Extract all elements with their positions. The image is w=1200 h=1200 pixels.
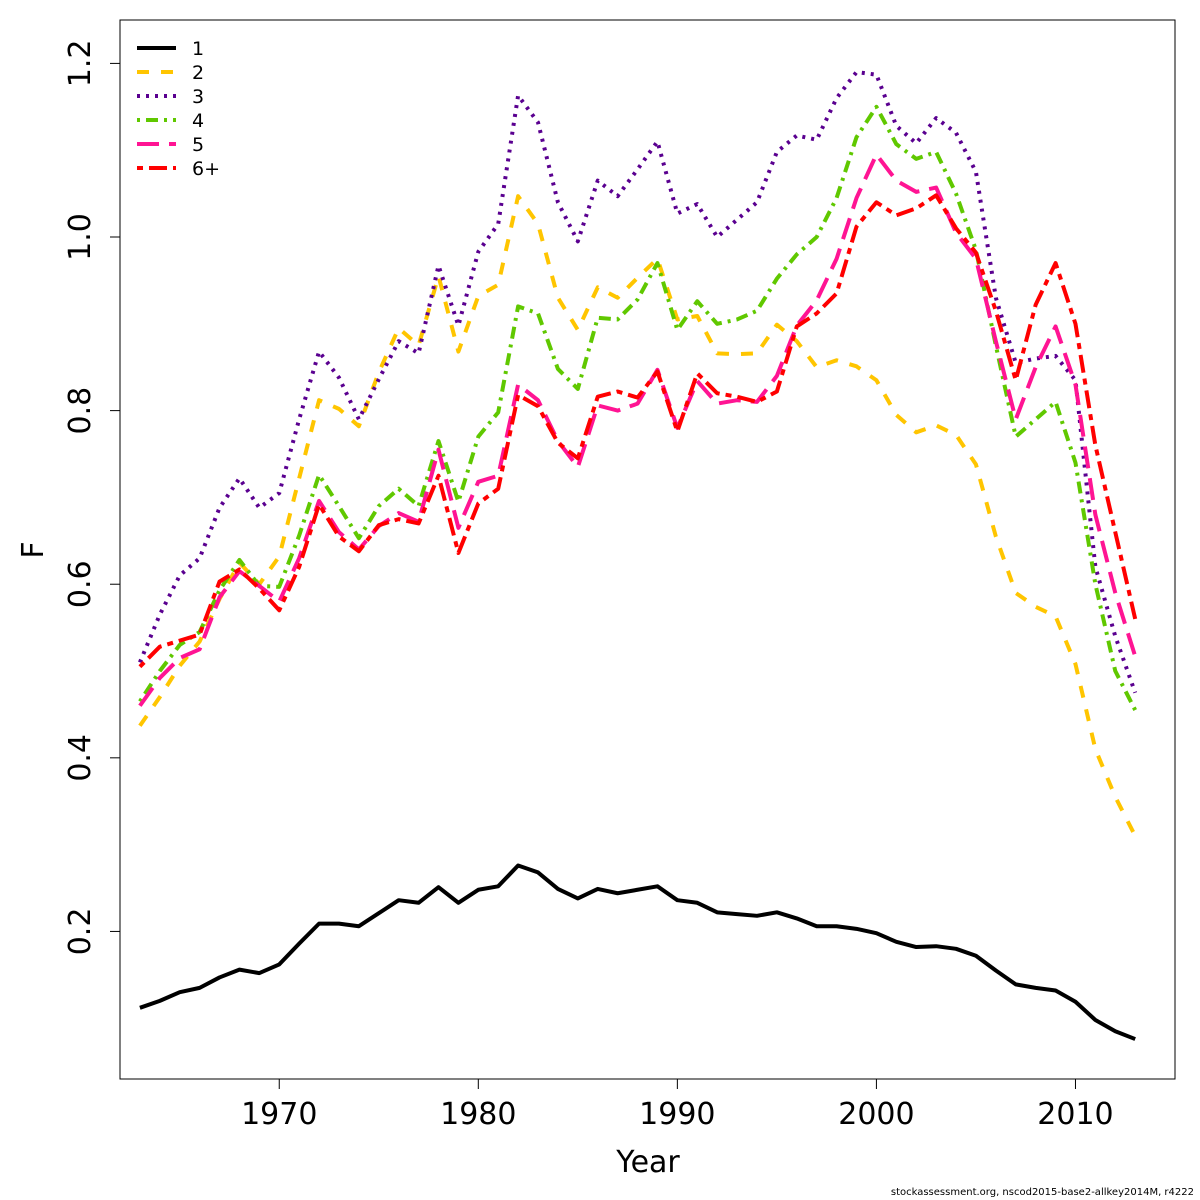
y-tick-label: 1.2 <box>63 40 98 88</box>
x-tick-label: 1980 <box>440 1097 516 1132</box>
x-tick-label: 2000 <box>838 1097 914 1132</box>
series-line-2 <box>138 194 1137 837</box>
legend-label: 6+ <box>192 158 220 180</box>
source-footnote: stockassessment.org, nscod2015-base2-all… <box>890 1187 1194 1198</box>
series-line-5 <box>138 152 1138 707</box>
legend-label: 5 <box>192 134 204 156</box>
y-tick-label: 1.0 <box>63 213 98 261</box>
series-line-6plus <box>138 193 1138 669</box>
x-tick-label: 1970 <box>241 1097 317 1132</box>
series-line-4 <box>138 104 1137 711</box>
y-axis-title: F <box>16 541 51 558</box>
y-tick-label: 0.8 <box>63 387 98 435</box>
x-axis-title: Year <box>615 1145 680 1180</box>
series-line-1 <box>139 863 1136 1041</box>
legend-label: 3 <box>192 86 204 108</box>
plot-area-frame <box>119 19 1176 1080</box>
x-tick-label: 2010 <box>1037 1097 1113 1132</box>
x-tick-label: 1990 <box>639 1097 715 1132</box>
legend-label: 1 <box>192 38 204 60</box>
y-axis: 0.2 0.4 0.6 0.8 1.0 1.2 <box>63 40 120 956</box>
legend-label: 2 <box>192 62 204 84</box>
legend-label: 4 <box>192 110 204 132</box>
series-line-3 <box>138 70 1138 694</box>
y-tick-label: 0.6 <box>63 560 98 608</box>
x-axis: 1970 1980 1990 2000 2010 <box>241 1079 1114 1132</box>
y-tick-label: 0.2 <box>63 908 98 956</box>
series-layer <box>138 70 1138 1041</box>
y-tick-label: 0.4 <box>63 734 98 782</box>
